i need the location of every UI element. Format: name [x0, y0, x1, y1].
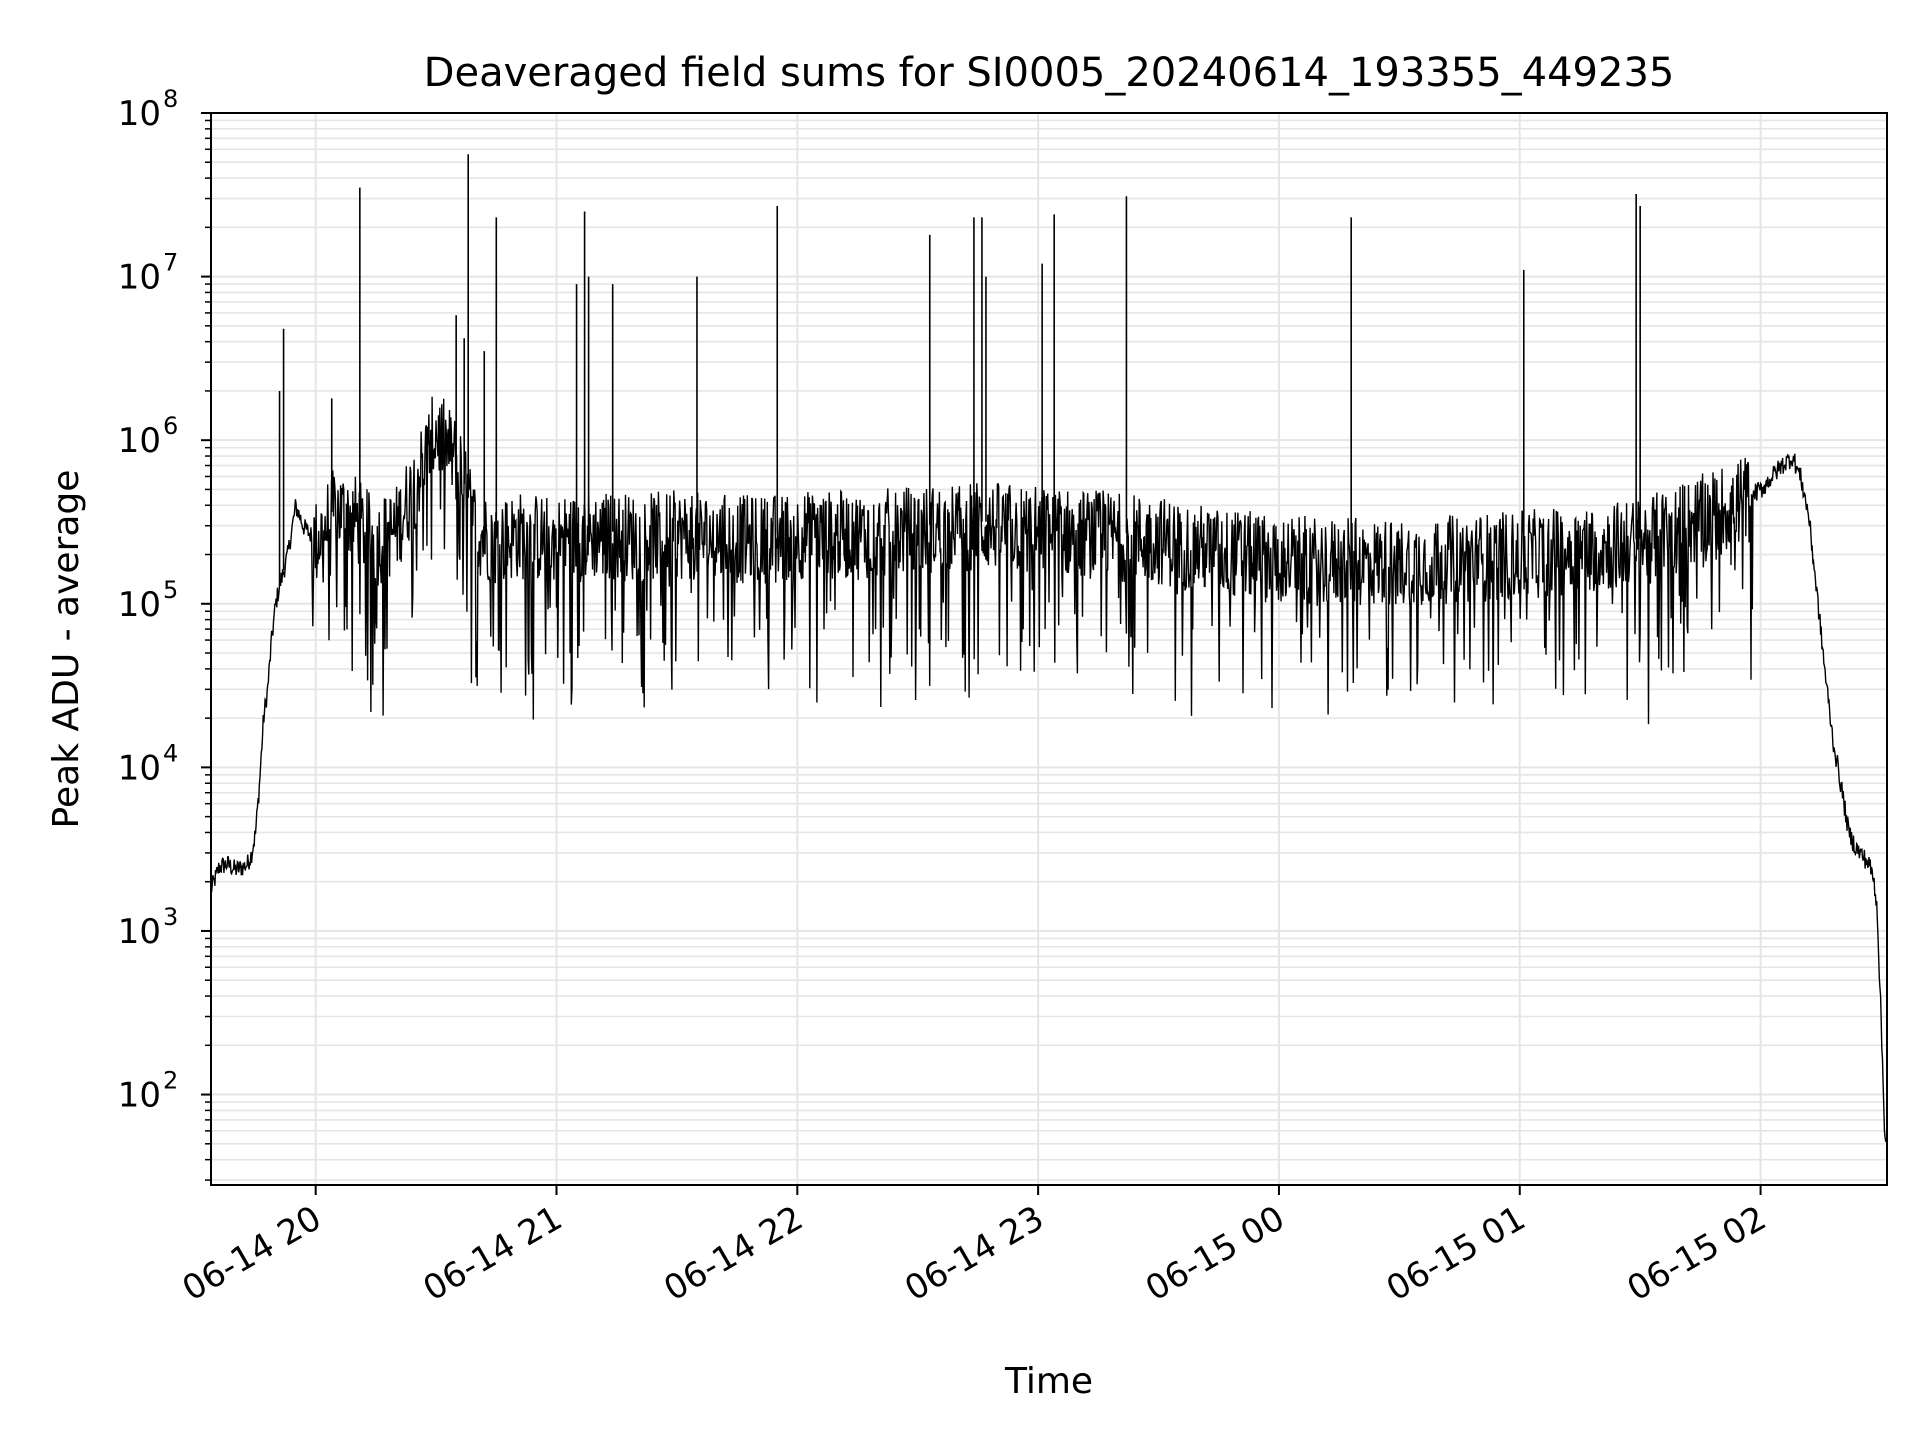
y-tick-exponent: 5 — [163, 576, 178, 604]
y-tick-exponent: 7 — [163, 249, 178, 277]
y-tick-label: 10 6 — [118, 412, 179, 461]
y-tick-label: 10 2 — [118, 1067, 179, 1116]
plot-frame — [210, 112, 1888, 1186]
x-axis-label: Time — [1004, 1361, 1093, 1402]
y-axis-label: Peak ADU - average — [46, 470, 87, 829]
spikes — [278, 154, 1641, 586]
y-tick-exponent: 4 — [163, 739, 178, 767]
y-tick-label: 10 8 — [118, 85, 179, 134]
y-tick-label: 10 3 — [118, 903, 179, 952]
y-tick-exponent: 2 — [163, 1067, 178, 1095]
y-tick-base: 10 — [118, 912, 161, 952]
y-tick-exponent: 3 — [163, 903, 178, 931]
y-tick-exponent: 8 — [163, 85, 178, 113]
series-line — [210, 396, 1888, 1143]
y-tick-exponent: 6 — [163, 412, 178, 440]
y-tick-label: 10 5 — [118, 576, 179, 625]
y-tick-label: 10 4 — [118, 739, 179, 788]
y-tick-base: 10 — [118, 94, 161, 134]
y-tick-base: 10 — [118, 258, 161, 298]
y-tick-base: 10 — [118, 421, 161, 461]
chart-title: Deaveraged field sums for SI0005_2024061… — [424, 50, 1675, 96]
y-tick-base: 10 — [118, 585, 161, 625]
y-tick-base: 10 — [118, 1076, 161, 1116]
y-tick-base: 10 — [118, 748, 161, 788]
y-tick-label: 10 7 — [118, 249, 179, 298]
